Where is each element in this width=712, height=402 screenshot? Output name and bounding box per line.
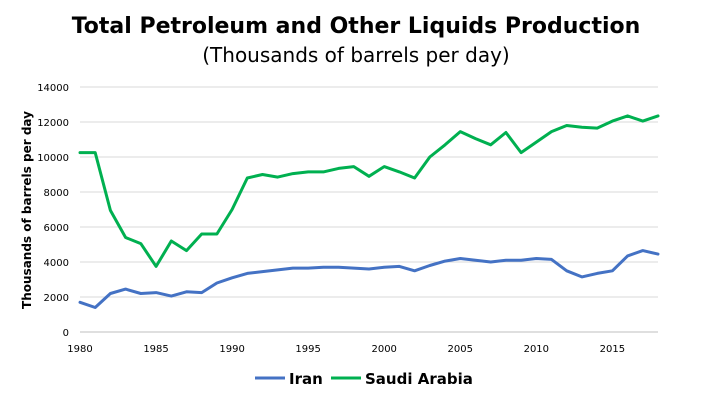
x-tick-label: 2010: [524, 344, 549, 355]
y-tick-label: 2000: [44, 293, 69, 304]
x-tick-label: 1990: [219, 344, 244, 355]
y-tick-label: 0: [63, 328, 69, 339]
y-tick-label: 8000: [44, 188, 69, 199]
series-layer: [78, 114, 660, 309]
series-line-iran: [78, 249, 660, 309]
y-tick-label: 14000: [37, 83, 69, 94]
x-tick-label: 2000: [371, 344, 396, 355]
gridlines: [80, 86, 658, 298]
x-tick-label: 2005: [448, 344, 473, 355]
y-tick-label: 4000: [44, 258, 69, 269]
legend-label: Iran: [289, 370, 323, 388]
legend: Iran Saudi Arabia: [255, 370, 473, 388]
x-tick-label: 1980: [67, 344, 92, 355]
y-tick-label: 10000: [37, 153, 69, 164]
x-tick-label: 2015: [600, 344, 625, 355]
chart-title: Total Petroleum and Other Liquids Produc…: [72, 14, 641, 39]
y-tick-label: 12000: [37, 118, 69, 129]
chart-subtitle: (Thousands of barrels per day): [202, 43, 509, 67]
y-axis-label: Thousands of barrels per day: [20, 111, 34, 309]
legend-label: Saudi Arabia: [365, 370, 473, 388]
x-tick-label: 1985: [143, 344, 168, 355]
x-tick-label: 1995: [295, 344, 320, 355]
y-tick-label: 6000: [44, 223, 69, 234]
x-axis-ticks: 1980 1985 1990 1995 2000 2005 2010 2015: [67, 344, 625, 355]
y-axis-ticks: 0 2000 4000 6000 8000 10000 12000 14000: [37, 83, 69, 339]
series-line-saudi-arabia: [78, 114, 660, 268]
